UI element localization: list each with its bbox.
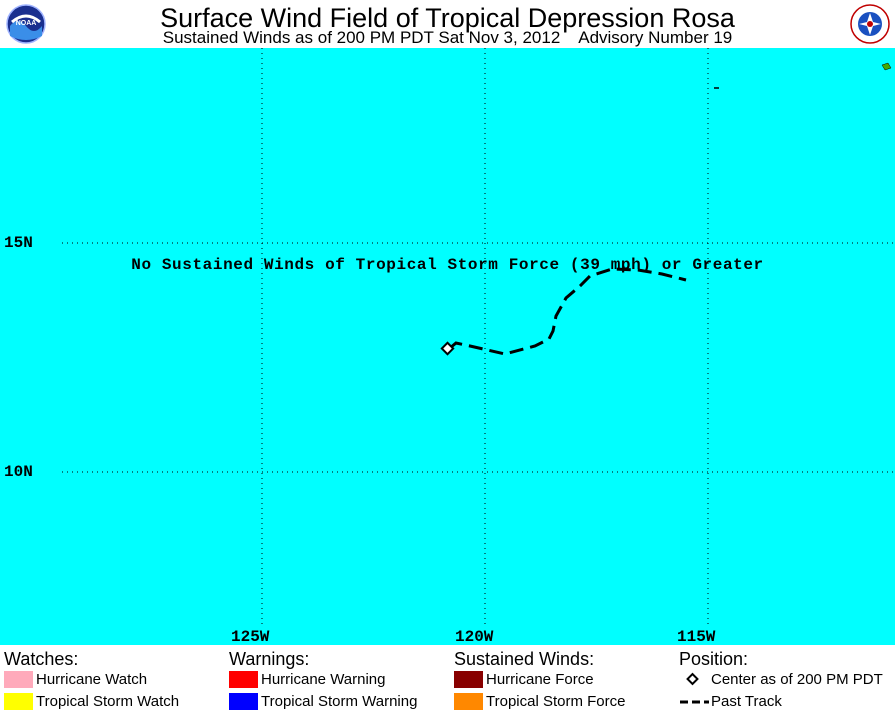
legend-label: Tropical Storm Force [486, 692, 626, 710]
lat-label-15n: 15N [4, 234, 33, 252]
legend-item-hurricane-force: Hurricane Force [454, 669, 594, 689]
hurricane-warning-swatch [229, 670, 258, 688]
wind-field-map: 15N 10N 125W 120W 115W No Sustained Wind… [0, 48, 895, 645]
past-track [449, 267, 687, 356]
tropical-storm-warning-swatch [229, 692, 258, 710]
no-tropical-storm-winds-banner: No Sustained Winds of Tropical Storm For… [131, 256, 764, 274]
legend-label: Tropical Storm Watch [36, 692, 180, 710]
island-mark [881, 62, 892, 71]
legend-heading-position: Position: [679, 649, 749, 669]
legend-item-tropical-storm-watch: Tropical Storm Watch [4, 691, 179, 711]
legend-item-hurricane-warning: Hurricane Warning [229, 669, 386, 689]
legend-label: Hurricane Watch [36, 670, 148, 688]
dashed-line-icon [679, 693, 709, 710]
legend-item-hurricane-watch: Hurricane Watch [4, 669, 147, 689]
nws-logo-icon [850, 4, 890, 44]
svg-text:NOAA: NOAA [16, 20, 37, 27]
lon-label-120w: 120W [455, 628, 494, 645]
page-title: Surface Wind Field of Tropical Depressio… [160, 3, 735, 33]
noaa-logo-icon: NOAA [6, 4, 46, 44]
header: NOAA Surface Wind Field of Tropical Depr… [0, 0, 895, 48]
legend-heading-watches: Watches: [4, 649, 79, 669]
legend-heading-winds: Sustained Winds: [454, 649, 595, 669]
hurricane-watch-swatch [4, 670, 33, 688]
legend: Watches: Hurricane Watch Tropical Storm … [0, 645, 895, 716]
storm-center-marker [440, 341, 455, 356]
legend-item-tropical-storm-force: Tropical Storm Force [454, 691, 625, 711]
noaa-logo: NOAA [6, 4, 46, 44]
lon-label-115w: 115W [677, 628, 716, 645]
legend-label: Tropical Storm Warning [261, 692, 418, 710]
legend-label: Past Track [711, 692, 782, 710]
legend-item-tropical-storm-warning: Tropical Storm Warning [229, 691, 417, 711]
tropical-storm-force-swatch [454, 692, 483, 710]
lat-label-10n: 10N [4, 463, 33, 481]
diamond-icon [679, 671, 705, 688]
legend-heading-warnings: Warnings: [229, 649, 310, 669]
legend-label: Center as of 200 PM PDT [711, 670, 883, 688]
legend-label: Hurricane Warning [261, 670, 386, 688]
hurricane-force-swatch [454, 670, 483, 688]
lon-label-125w: 125W [231, 628, 270, 645]
tropical-storm-watch-swatch [4, 692, 33, 710]
legend-item-past-track: Past Track [679, 691, 782, 711]
page-subtitle: Sustained Winds as of 200 PM PDT Sat Nov… [162, 28, 733, 47]
map-graticule [62, 48, 895, 628]
legend-label: Hurricane Force [486, 670, 594, 688]
national-weather-service-logo [850, 4, 890, 44]
legend-item-center: Center as of 200 PM PDT [679, 669, 883, 689]
